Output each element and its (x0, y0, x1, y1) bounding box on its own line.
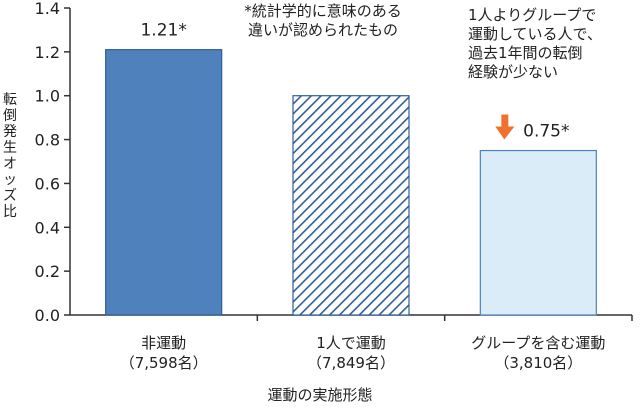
y-axis-label-char: 倒 (3, 108, 17, 124)
y-axis-label-char: 生 (3, 140, 17, 156)
y-tick-label: 1.0 (35, 87, 60, 106)
y-axis-label-char: 発 (3, 124, 17, 140)
y-axis-label-char: ズ (3, 188, 17, 204)
x-axis-title: 運動の実施形態 (267, 386, 373, 404)
y-axis-label-char: 転 (3, 92, 17, 108)
x-tick-count: （7,598名） (120, 354, 208, 372)
significance-note: *統計学的に意味のある 違いが認められたもの (244, 2, 402, 39)
bar-2 (292, 95, 410, 316)
y-axis-label-char: 比 (3, 204, 17, 220)
y-axis-label: 転倒発生オッズ比 (2, 92, 18, 220)
y-tick-label: 0.8 (35, 131, 60, 150)
y-tick-label: 0.0 (35, 306, 60, 325)
x-tick-label: グループを含む運動 (471, 334, 605, 352)
x-tick-label: 非運動 (141, 334, 186, 352)
bar-3 (479, 149, 597, 316)
down-arrow-icon (495, 126, 515, 140)
plot-area: 0.0 0.2 0.4 0.6 0.8 1.0 1.2 1.4 非運動 （7,598名） 1.21*… (35, 0, 633, 372)
y-tick-label: 0.2 (35, 262, 60, 281)
data-label-1: 1.21* (140, 21, 186, 41)
x-tick-label: 1人で運動 (316, 334, 386, 352)
y-tick-label: 0.4 (35, 218, 60, 237)
y-axis-label-char: オ (3, 156, 17, 172)
y-axis-label-char: ッ (3, 172, 17, 188)
y-tick-label: 0.6 (35, 174, 60, 193)
x-tick-count: （3,810名） (494, 354, 582, 372)
y-tick-label: 1.4 (35, 0, 60, 18)
down-arrow-icon-shaft (501, 114, 509, 128)
bar-1 (105, 49, 223, 316)
group-note: 1人よりグループで 運動している人で、 過去1年間の転倒 経験が少ない (468, 6, 602, 81)
y-tick-label: 1.2 (35, 43, 60, 62)
x-tick-count: （7,849名） (307, 354, 395, 372)
data-label-3: 0.75* (523, 122, 569, 142)
